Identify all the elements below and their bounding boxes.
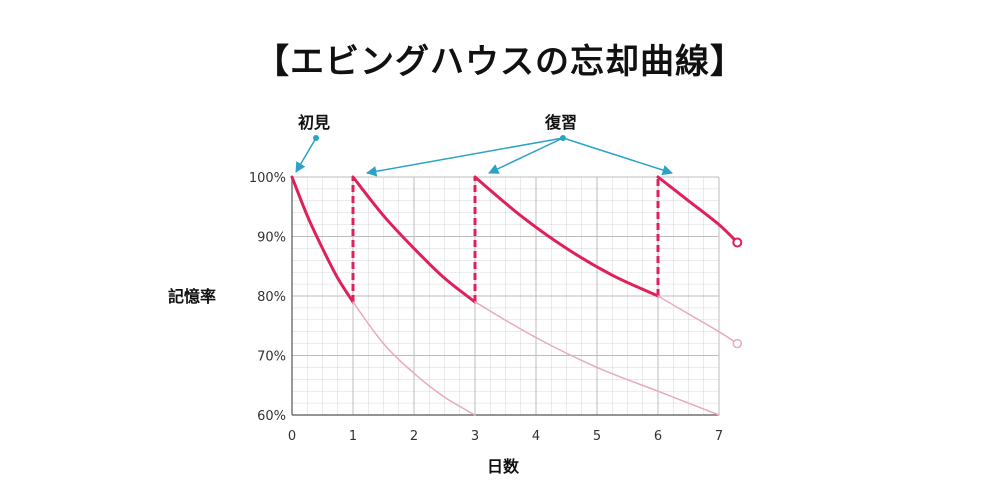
x-tick-label: 5 xyxy=(593,429,601,444)
x-tick-labels: 0 1 2 3 4 5 6 7 xyxy=(288,429,723,444)
series-lines xyxy=(290,175,743,416)
annotation-first-view: 初見 xyxy=(298,113,330,132)
retention-curve xyxy=(473,175,660,298)
y-axis-label: 記憶率 xyxy=(168,287,216,306)
x-tick-label: 3 xyxy=(471,429,479,444)
annotation-arrow xyxy=(365,137,564,177)
annotations: 初見 復習 xyxy=(295,113,673,177)
annotation-review: 復習 xyxy=(544,113,577,132)
x-tick-label: 7 xyxy=(715,429,723,444)
decay-without-review-curve xyxy=(352,301,476,416)
y-tick-label: 100% xyxy=(249,171,286,186)
y-tick-label: 80% xyxy=(257,290,286,305)
decay-without-review-curve xyxy=(474,301,720,416)
annotation-arrow xyxy=(562,137,673,176)
axes xyxy=(291,177,719,416)
x-tick-label: 6 xyxy=(654,429,662,444)
x-tick-label: 0 xyxy=(288,429,296,444)
x-tick-label: 1 xyxy=(349,429,357,444)
y-tick-labels: 60% 70% 80% 90% 100% xyxy=(249,171,286,424)
y-tick-label: 70% xyxy=(257,350,286,365)
y-tick-label: 60% xyxy=(257,409,286,424)
series-end-marker xyxy=(732,237,743,248)
grid xyxy=(291,176,720,416)
retention-curve xyxy=(656,175,739,244)
x-axis-label: 日数 xyxy=(487,457,520,476)
annotation-arrow xyxy=(488,137,564,174)
x-tick-label: 4 xyxy=(532,429,540,444)
x-tick-label: 2 xyxy=(410,429,418,444)
retention-curve xyxy=(351,175,477,304)
annotation-arrow xyxy=(295,137,317,173)
chart-title: 【エビングハウスの忘却曲線】 xyxy=(255,42,745,82)
retention-curve xyxy=(290,175,355,304)
series-end-marker xyxy=(732,338,743,349)
y-tick-label: 90% xyxy=(257,231,286,246)
decay-without-review-curve xyxy=(657,295,739,345)
